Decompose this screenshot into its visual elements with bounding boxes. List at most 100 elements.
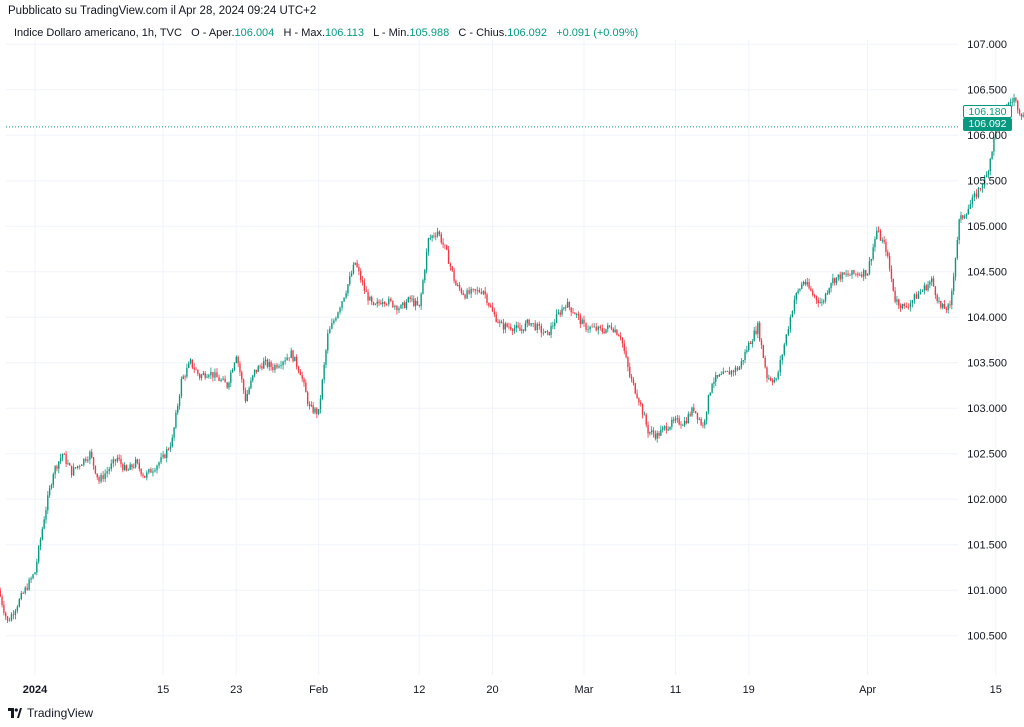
candle-body [716, 375, 719, 377]
candle-body [158, 462, 160, 466]
candle-body [674, 418, 677, 421]
candle-body [821, 301, 823, 303]
candle-body [755, 330, 757, 334]
candle-body [534, 323, 536, 331]
price-axis[interactable]: 107.000 106.500 106.000 105.500 105.000 104.5… [967, 39, 1007, 643]
candle-body [810, 288, 812, 291]
candle-body [91, 451, 93, 458]
candle-body [142, 474, 144, 476]
candle-body [480, 292, 483, 294]
candle-body [133, 466, 135, 468]
candle-body [892, 278, 894, 291]
candle-body [162, 454, 164, 458]
candle-body [407, 297, 410, 302]
candle-body [56, 466, 58, 469]
candle-body [866, 273, 869, 276]
candle-body [802, 281, 805, 285]
candle-body [447, 249, 450, 264]
candle-body [102, 475, 104, 480]
candle-body [110, 463, 112, 470]
candle-body [1, 596, 3, 606]
candle-body [941, 304, 944, 308]
candle-body [14, 610, 17, 616]
candle-body [106, 471, 108, 474]
candle-body [680, 424, 682, 426]
candle-body [263, 361, 265, 369]
candle-body [301, 375, 303, 379]
candle-body [660, 429, 662, 436]
candle-body [849, 275, 851, 276]
candle-body [122, 464, 124, 471]
candle-body [270, 362, 272, 368]
candle-body [197, 369, 199, 374]
candle-body [195, 369, 197, 371]
candle-body [274, 364, 276, 370]
candle-body [365, 290, 367, 292]
candle-body [881, 240, 883, 241]
candle-body [169, 446, 172, 450]
candle-body [751, 341, 754, 345]
candle-body [585, 323, 587, 330]
candle-body [823, 300, 825, 302]
x-tick-label: 12 [413, 684, 425, 696]
candle-body [427, 238, 430, 252]
candle-body [0, 590, 1, 597]
candle-body [934, 286, 937, 296]
candle-body [350, 273, 353, 277]
time-axis[interactable]: 2024 15 23 Feb 12 20 Mar 11 19 Apr 15 [23, 684, 1002, 696]
candle-body [491, 306, 494, 312]
candle-body [449, 263, 452, 267]
candle-body [200, 374, 203, 378]
y-tick-label: 102.000 [967, 494, 1007, 506]
candle-body [817, 299, 819, 304]
candle-body [120, 458, 122, 465]
candle-body [971, 197, 974, 205]
candle-body [963, 216, 966, 219]
candle-body [164, 454, 166, 458]
candle-body [760, 340, 763, 346]
high-label: H - Max. [283, 27, 326, 39]
candle-body [488, 303, 490, 306]
y-tick-label: 104.000 [967, 312, 1007, 324]
footer-brand[interactable]: TradingView [8, 706, 93, 720]
last-price-marker: 106.092 [963, 118, 1012, 131]
candle-body [241, 372, 243, 380]
candle-body [114, 459, 117, 462]
candle-body [429, 237, 431, 239]
candle-body [138, 462, 141, 469]
candle-body [506, 323, 508, 327]
candle-body [612, 328, 614, 333]
candle-body [899, 305, 902, 309]
candle-body [521, 329, 523, 331]
candle-body [178, 395, 181, 406]
candle-body [987, 171, 990, 176]
candle-body [575, 313, 578, 315]
candle-body [446, 245, 448, 250]
candle-body [323, 364, 325, 380]
candle-body [915, 294, 918, 299]
candle-body [845, 273, 847, 275]
candle-body [239, 363, 241, 373]
candle-body [405, 301, 408, 308]
candle-body [702, 424, 704, 426]
candle-body [658, 433, 660, 436]
candle-body [369, 296, 371, 301]
candle-body [917, 293, 920, 299]
candle-body [989, 158, 991, 172]
candle-body [43, 519, 45, 529]
candle-body [975, 193, 978, 197]
candle-body [6, 616, 9, 621]
candle-body [349, 276, 351, 285]
candle-body [280, 365, 282, 367]
candle-body [837, 274, 840, 278]
candle-body [647, 424, 649, 434]
candle-body [188, 363, 190, 368]
candle-body [572, 312, 574, 314]
candle-body [118, 457, 120, 459]
candle-body [12, 614, 15, 616]
candle-body [826, 293, 829, 295]
candle-body [500, 321, 503, 324]
candle-body [156, 465, 158, 471]
candle-body [316, 408, 318, 414]
